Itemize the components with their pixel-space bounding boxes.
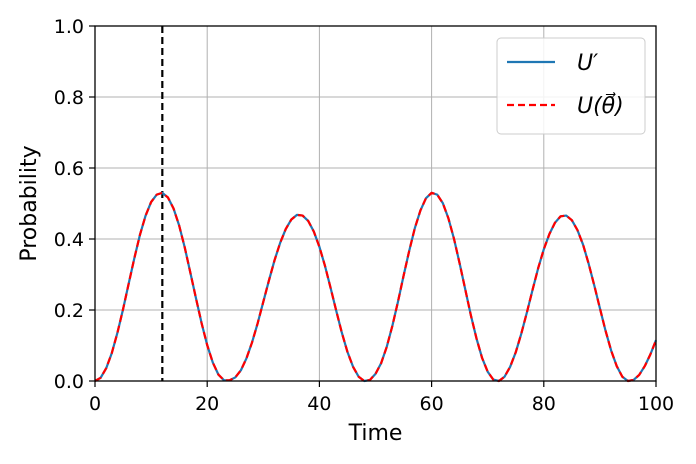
x-tick-label: 40 [307,393,331,415]
y-tick-label: 0.8 [54,87,84,109]
series-line-1 [94,191,658,383]
x-ticks: 0 20 40 60 80 100 [89,381,674,415]
y-tick-label: 0.2 [54,300,84,322]
x-tick-label: 0 [89,393,101,415]
y-tick-label: 0.4 [54,229,84,251]
x-tick-label: 20 [195,393,219,415]
legend: U′ U(θ⃗) [496,37,646,135]
x-tick-label: 100 [638,393,674,415]
x-tick-label: 60 [420,393,444,415]
legend-label-1: U(θ⃗) [577,92,624,119]
y-tick-label: 0.0 [54,371,84,393]
x-axis-label: Time [348,421,403,446]
y-tick-label: 1.0 [54,16,84,38]
y-ticks: 0.0 0.2 0.4 0.6 0.8 1.0 [54,16,95,393]
legend-label-0: U′ [577,51,598,76]
y-axis-label: Probability [17,145,42,261]
y-tick-label: 0.6 [54,158,84,180]
legend-box [496,37,646,135]
x-tick-label: 80 [532,393,556,415]
plot-frame [94,25,657,382]
series-layer [94,191,658,383]
